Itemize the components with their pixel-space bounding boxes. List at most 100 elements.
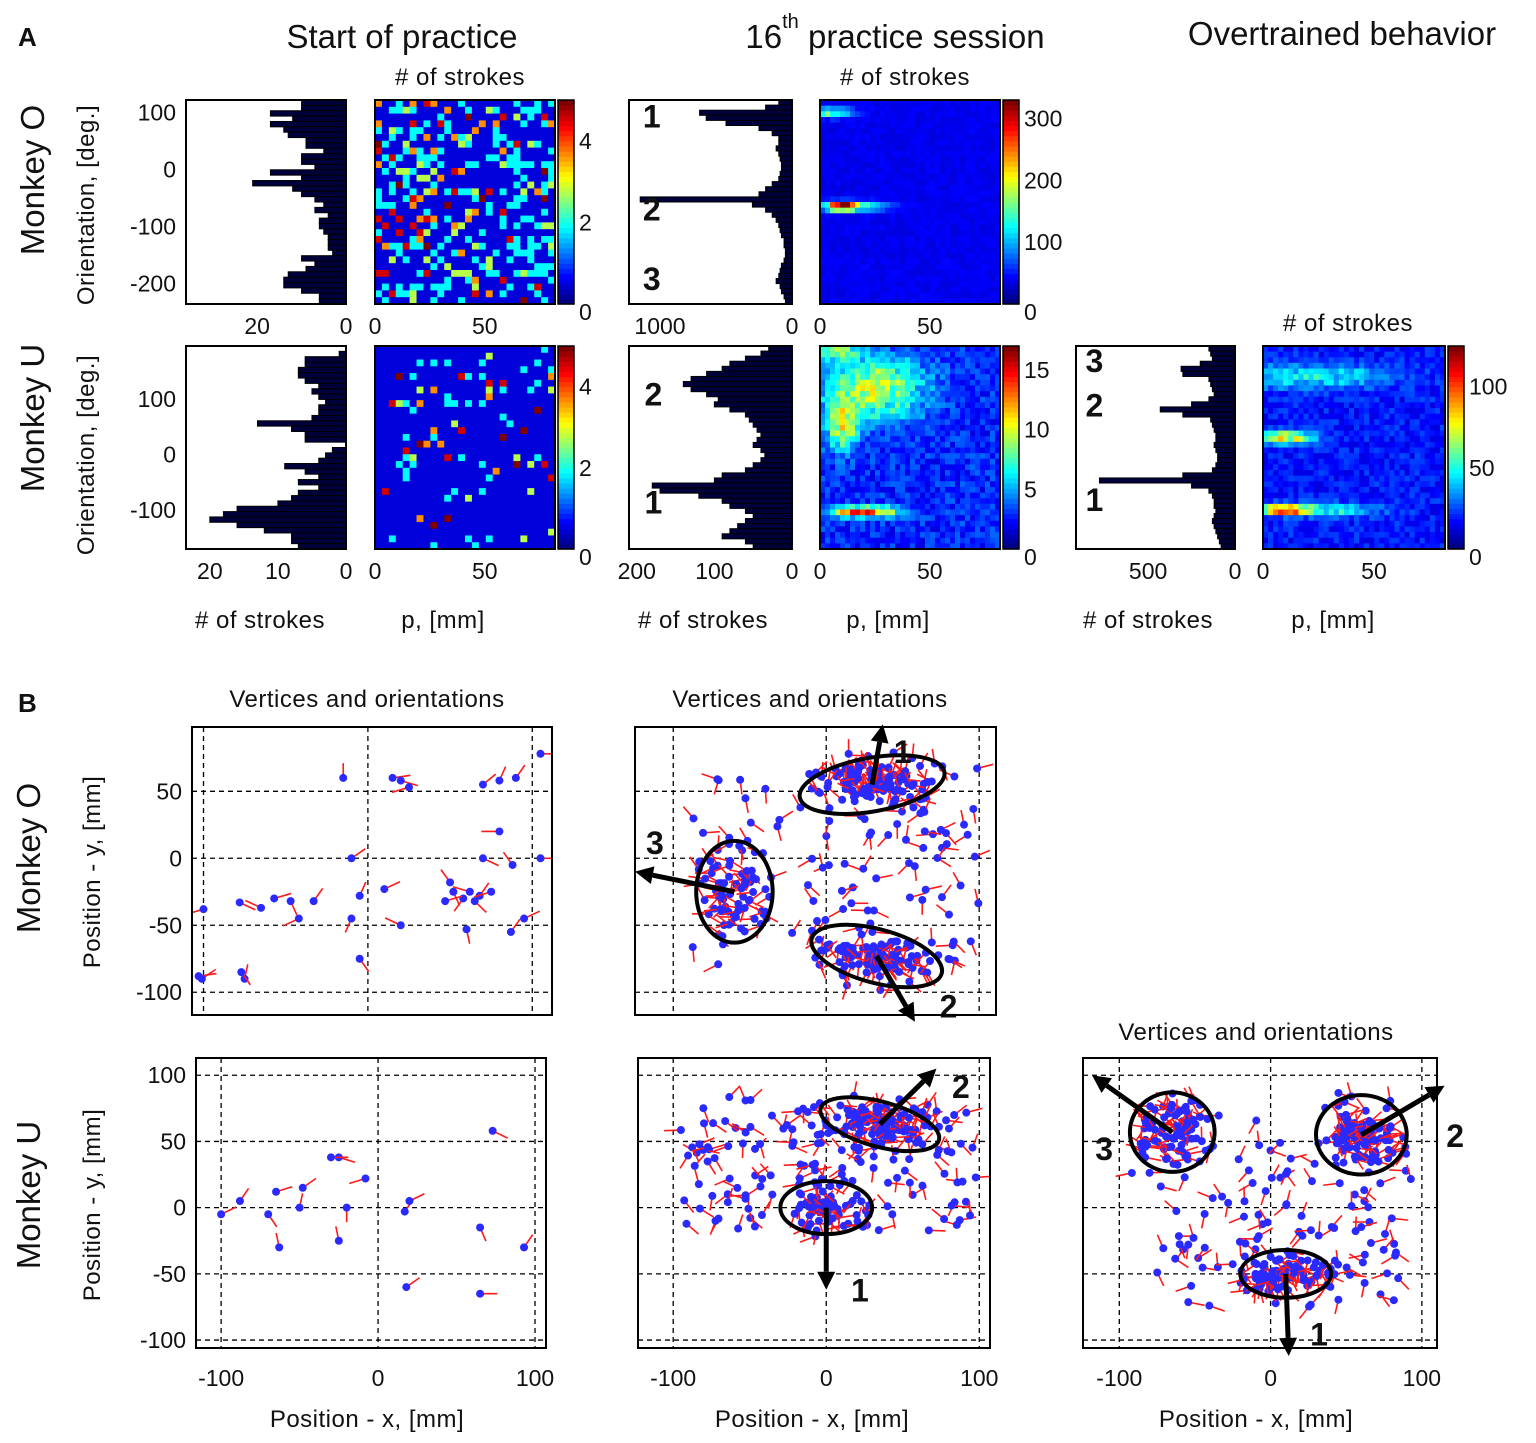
heatmap-cell — [910, 247, 916, 254]
heatmap-cell — [980, 281, 986, 288]
heatmap-cell — [975, 402, 981, 409]
heatmap-cell — [980, 287, 986, 294]
heatmap-cell — [499, 440, 508, 449]
heatmap-cell — [845, 447, 851, 454]
histogram-bar — [297, 489, 346, 497]
colorbar-segment — [1003, 100, 1019, 106]
heatmap-cell — [895, 224, 901, 231]
heatmap-cell — [825, 105, 831, 112]
heatmap-cell — [1404, 357, 1411, 364]
heatmap-cell — [520, 386, 528, 394]
heatmap-cell — [381, 106, 390, 115]
heatmap-cell — [1434, 351, 1441, 358]
heatmap-cell — [965, 391, 971, 398]
heatmap-cell — [855, 481, 861, 488]
heatmap-cell — [880, 134, 886, 141]
heatmap-cell — [915, 219, 921, 226]
heatmap-cell — [534, 542, 542, 549]
heatmap-cell — [980, 230, 986, 237]
heatmap-cell — [920, 275, 926, 282]
heatmap-cell — [402, 290, 411, 298]
heatmap-cell — [995, 458, 1000, 466]
heatmap-cell — [935, 162, 941, 169]
heatmap-cell — [1343, 346, 1350, 353]
heatmap-cell — [388, 433, 397, 442]
heatmap-cell — [875, 173, 881, 180]
heat-title: # of strokes — [1283, 310, 1413, 337]
heatmap-cell — [444, 346, 452, 354]
heatmap-cell — [910, 526, 916, 533]
heatmap-cell — [527, 168, 535, 176]
heatmap-cell — [965, 156, 971, 163]
heatmap-cell — [870, 351, 876, 358]
heatmap-cell — [920, 374, 926, 381]
heatmap-cell — [527, 535, 535, 543]
colorbar-segment — [558, 278, 574, 285]
heatmap-cell — [900, 264, 906, 271]
heatmap-cell — [465, 215, 473, 223]
heatmap-cell — [1343, 385, 1350, 392]
heatmap-cell — [990, 185, 996, 192]
heatmap-cell — [895, 253, 901, 260]
colorbar-segment — [1003, 242, 1019, 249]
heatmap-cell — [955, 145, 961, 152]
heatmap-cell — [930, 275, 936, 282]
heatmap-cell — [1318, 346, 1325, 353]
heatmap-cell — [1263, 374, 1269, 381]
heatmap-cell — [492, 488, 501, 496]
heatmap-cell — [890, 275, 896, 282]
heatmap-cell — [499, 521, 508, 530]
heatmap-cell — [940, 424, 946, 432]
heatmap-cell — [375, 521, 383, 530]
heatmap-cell — [950, 202, 956, 209]
heatmap-cell — [416, 494, 425, 503]
heatmap-cell — [1263, 402, 1269, 409]
heatmap-cell — [925, 503, 931, 511]
heatmap-cell — [1384, 368, 1390, 375]
heatmap-cell — [910, 287, 916, 294]
heatmap-cell — [423, 494, 431, 503]
heatmap-cell — [825, 128, 831, 135]
heatmap-cell — [1409, 346, 1416, 353]
heatmap-cell — [1354, 379, 1360, 387]
heatmap-cell — [860, 543, 866, 549]
heatmap-cell — [905, 156, 911, 163]
heatmap-cell — [935, 413, 941, 420]
heatmap-cell — [935, 213, 941, 220]
heatmap-cell — [860, 100, 866, 107]
heatmap-cell — [880, 424, 886, 432]
heatmap-cell — [995, 128, 1000, 135]
heatmap-cell — [416, 433, 425, 442]
heatmap-cell — [910, 270, 916, 277]
heatmap-cell — [820, 526, 826, 533]
heatmap-cell — [950, 492, 956, 499]
heatmap-cell — [920, 100, 926, 107]
heatmap-cell — [955, 453, 961, 460]
heatmap-cell — [830, 424, 836, 432]
heatmap-cell — [885, 515, 891, 522]
heatmap-cell — [506, 276, 515, 285]
heatmap-cell — [830, 374, 836, 381]
heatmap-cell — [485, 379, 494, 388]
heatmap-cell — [860, 145, 866, 152]
heatmap-cell — [950, 122, 956, 129]
heatmap-cell — [541, 542, 549, 549]
heatmap-cell — [506, 427, 515, 435]
heatmap-cell — [905, 253, 911, 260]
heatmap-cell — [402, 195, 411, 203]
heatmap-cell — [437, 515, 445, 523]
heatmap-cell — [1369, 391, 1375, 398]
heatmap-cell — [825, 447, 831, 454]
heatmap-cell — [1429, 351, 1436, 358]
heatmap-cell — [905, 287, 911, 294]
heatmap-cell — [1379, 374, 1385, 381]
heatmap-cell — [885, 475, 891, 482]
heatmap-cell — [444, 393, 452, 401]
heatmap-cell — [870, 498, 876, 505]
heatmap-cell — [860, 162, 866, 169]
heatmap-cell — [850, 190, 856, 197]
heatmap-cell — [990, 122, 996, 129]
heatmap-cell — [875, 391, 881, 398]
heatmap-cell — [465, 263, 473, 271]
heatmap-cell — [458, 386, 466, 394]
